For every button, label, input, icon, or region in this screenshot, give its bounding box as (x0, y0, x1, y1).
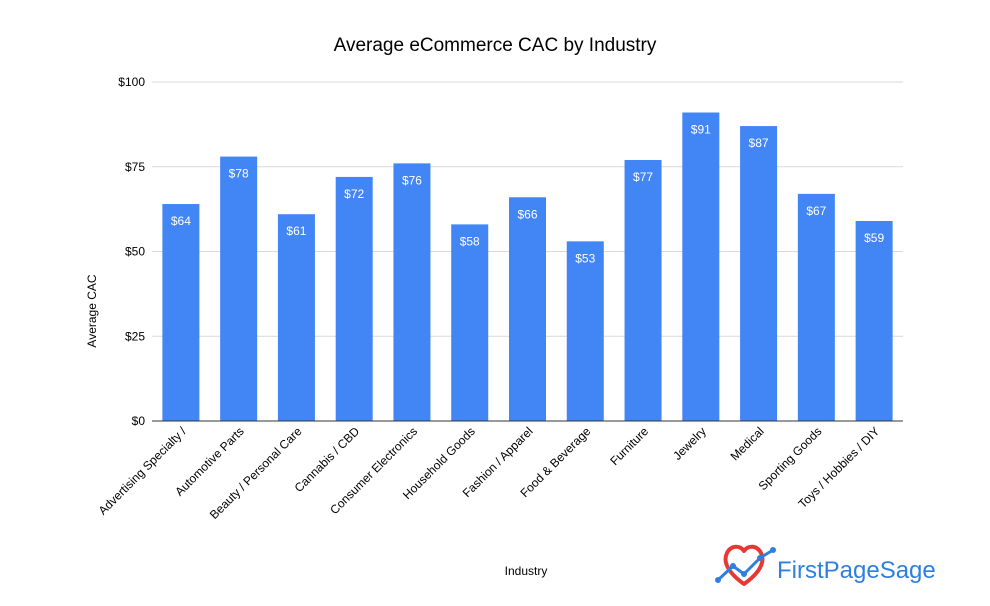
data-label: $66 (517, 207, 537, 221)
data-label: $61 (286, 224, 306, 238)
brand-name: FirstPageSage (777, 557, 936, 584)
y-tick-label: $25 (125, 329, 145, 343)
data-label: $58 (460, 234, 480, 248)
bar (335, 176, 373, 421)
data-label: $77 (633, 170, 653, 184)
data-label: $67 (806, 204, 826, 218)
x-axis-title: Industry (505, 564, 548, 578)
data-label: $72 (344, 187, 364, 201)
heart-chart-logo-icon (715, 544, 776, 586)
bar (855, 220, 893, 421)
data-label: $87 (749, 136, 769, 150)
brand-logo: FirstPageSage (715, 544, 936, 586)
y-tick-label: $50 (125, 245, 145, 259)
data-label: $64 (171, 214, 191, 228)
bar (509, 197, 546, 421)
bar (740, 126, 778, 421)
bar (566, 241, 604, 421)
bar (797, 193, 835, 421)
bar (220, 156, 258, 421)
y-tick-label: $0 (132, 414, 146, 428)
bar (162, 204, 200, 421)
x-tick-labels: Advertising Specialty /Automotive PartsB… (96, 424, 883, 522)
y-axis-title: Average CAC (85, 274, 99, 347)
chart-title: Average eCommerce CAC by Industry (334, 35, 657, 56)
bar (393, 163, 431, 422)
x-tick-label: Advertising Specialty / (96, 424, 190, 518)
bar (624, 159, 662, 421)
data-label: $59 (864, 231, 884, 245)
x-tick-label: Furniture (607, 424, 651, 468)
bars (162, 112, 893, 422)
x-tick-label: Jewelry (670, 424, 709, 463)
x-tick-label: Medical (728, 424, 767, 463)
bar (682, 112, 720, 421)
data-label: $78 (229, 167, 249, 181)
y-tick-label: $100 (118, 75, 145, 89)
data-label: $76 (402, 173, 422, 187)
bar (451, 224, 489, 421)
y-tick-label: $75 (125, 160, 145, 174)
data-label: $53 (575, 251, 595, 265)
data-labels: $64 $78 $61 $72 $76 $58 $66 $53 $77 $91 $87 $67 $59 (171, 123, 885, 266)
y-tick-labels: $0 $25 $50 $75 $100 (118, 75, 145, 428)
data-label: $91 (691, 123, 711, 137)
bar (277, 214, 315, 421)
